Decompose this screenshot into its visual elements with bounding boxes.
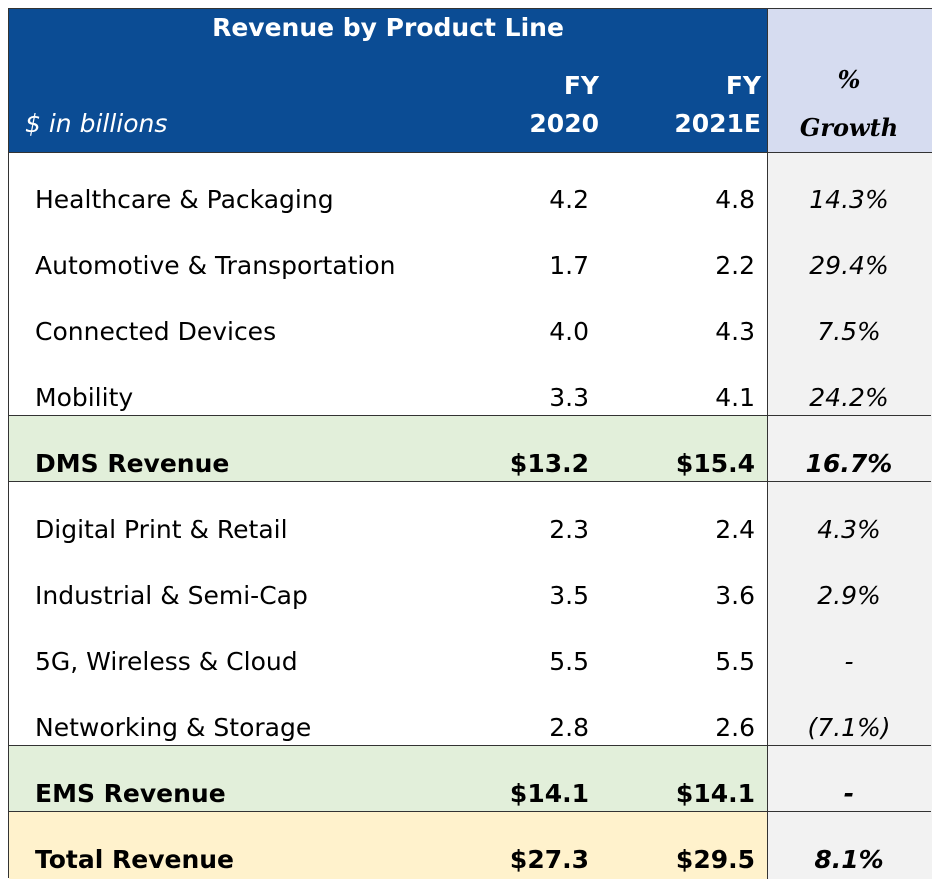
row-label: 5G, Wireless & Cloud	[35, 647, 298, 676]
fy2021e-value: $14.1	[675, 779, 755, 808]
growth-value: (7.1%)	[807, 713, 891, 742]
ems-subtotal-row: EMS Revenue $14.1 $14.1 -	[9, 779, 931, 809]
growth-value: -	[843, 779, 855, 808]
fy2020-value: 1.7	[549, 251, 589, 280]
fy2020-value: 4.0	[549, 317, 589, 346]
fy2020-value: 4.2	[549, 185, 589, 214]
revenue-table: Revenue by Product Line $ in billions FY…	[8, 8, 932, 879]
header-divider	[9, 152, 931, 153]
row-label: Automotive & Transportation	[35, 251, 396, 280]
table-row: 5G, Wireless & Cloud 5.5 5.5 -	[9, 647, 931, 677]
row-label: Healthcare & Packaging	[35, 185, 334, 214]
units-label: $ in billions	[25, 109, 168, 138]
row-label: Industrial & Semi-Cap	[35, 581, 308, 610]
fy2021e-value: 2.2	[715, 251, 755, 280]
table-row: Digital Print & Retail 2.3 2.4 4.3%	[9, 515, 931, 545]
growth-value: -	[844, 647, 854, 676]
row-label: Mobility	[35, 383, 134, 412]
fy2020-value: $27.3	[509, 845, 589, 874]
growth-value: 14.3%	[809, 185, 889, 214]
fy2021e-value: 3.6	[715, 581, 755, 610]
fy2021e-value: 5.5	[715, 647, 755, 676]
fy2020-value: 3.5	[549, 581, 589, 610]
row-label: Networking & Storage	[35, 713, 312, 742]
table-row: Healthcare & Packaging 4.2 4.8 14.3%	[9, 185, 931, 215]
fy2021e-value: 2.6	[715, 713, 755, 742]
total-row: Total Revenue $27.3 $29.5 8.1%	[9, 845, 931, 875]
total-band	[9, 811, 931, 879]
fy2021e-value: 2.4	[715, 515, 755, 544]
fy2020-value: $13.2	[509, 449, 589, 478]
growth-header-line2: Growth	[799, 113, 899, 142]
growth-value: 24.2%	[809, 383, 889, 412]
growth-value: 7.5%	[817, 317, 881, 346]
growth-value: 29.4%	[809, 251, 889, 280]
row-label: Digital Print & Retail	[35, 515, 288, 544]
growth-header	[767, 9, 932, 152]
fy2021e-value: 4.3	[715, 317, 755, 346]
growth-header-line1: %	[837, 65, 861, 94]
fy2020-value: 5.5	[549, 647, 589, 676]
row-label: Total Revenue	[35, 845, 235, 874]
col-2020-line2: 2020	[529, 109, 599, 138]
ems-band	[9, 745, 931, 811]
table-header: Revenue by Product Line $ in billions FY…	[9, 9, 767, 152]
divider	[9, 481, 931, 482]
table-row: Networking & Storage 2.8 2.6 (7.1%)	[9, 713, 931, 743]
fy2020-value: 3.3	[549, 383, 589, 412]
table-title: Revenue by Product Line	[212, 13, 564, 42]
fy2021e-value: 4.8	[715, 185, 755, 214]
growth-column	[767, 153, 932, 879]
fy2021e-value: 4.1	[715, 383, 755, 412]
row-label: Connected Devices	[35, 317, 277, 346]
table-row: Connected Devices 4.0 4.3 7.5%	[9, 317, 931, 347]
dms-subtotal-row: DMS Revenue $13.2 $15.4 16.7%	[9, 449, 931, 479]
table-row: Automotive & Transportation 1.7 2.2 29.4…	[9, 251, 931, 281]
fy2020-value: 2.3	[549, 515, 589, 544]
table-row: Mobility 3.3 4.1 24.2%	[9, 383, 931, 413]
fy2021e-value: $29.5	[675, 845, 755, 874]
fy2020-value: $14.1	[509, 779, 589, 808]
col-2021-line2: 2021E	[674, 109, 761, 138]
growth-value: 8.1%	[814, 845, 884, 874]
growth-value: 4.3%	[817, 515, 881, 544]
row-label: DMS Revenue	[35, 449, 230, 478]
table-row: Industrial & Semi-Cap 3.5 3.6 2.9%	[9, 581, 931, 611]
growth-value: 16.7%	[805, 449, 893, 478]
growth-value: 2.9%	[817, 581, 881, 610]
col-2020-line1: FY	[563, 71, 599, 100]
fy2021e-value: $15.4	[675, 449, 755, 478]
dms-band	[9, 415, 931, 481]
fy2020-value: 2.8	[549, 713, 589, 742]
col-2021-line1: FY	[725, 71, 761, 100]
row-label: EMS Revenue	[35, 779, 226, 808]
